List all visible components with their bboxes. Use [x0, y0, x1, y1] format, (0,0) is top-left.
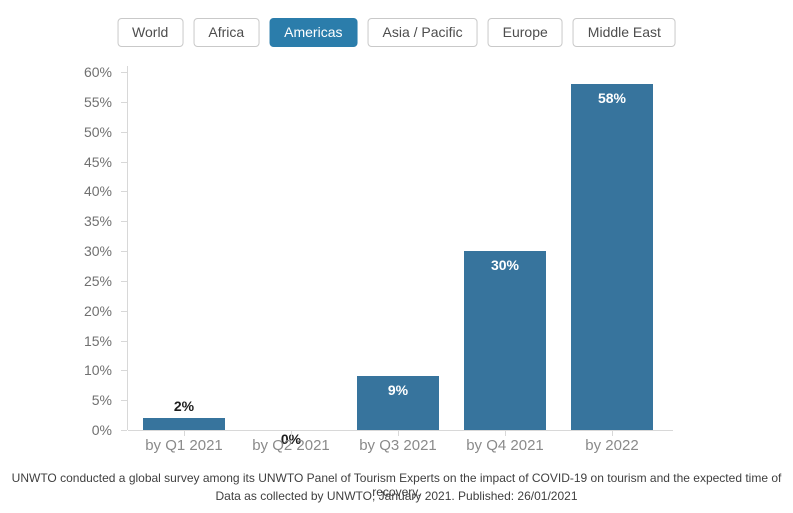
y-axis-tick-label: 5%: [91, 392, 112, 409]
x-axis-label: by Q3 2021: [359, 437, 437, 454]
y-axis-tick: [121, 280, 127, 282]
tab-americas[interactable]: Americas: [269, 18, 358, 47]
y-axis-tick: [121, 191, 127, 193]
y-axis-tick-label: 50%: [83, 123, 112, 140]
bar-value-label: 0%: [280, 431, 302, 447]
bar-value-label: 9%: [387, 382, 409, 398]
footer-description: UNWTO conducted a global survey among it…: [11, 471, 782, 499]
y-axis-tick: [121, 430, 127, 431]
x-axis-label: by Q2 2021: [252, 437, 330, 454]
x-axis-tick: [398, 431, 399, 436]
y-axis-tick: [121, 400, 127, 402]
y-axis-line: [127, 66, 128, 430]
region-tabs: World Africa Americas Asia / Pacific Europe M…: [117, 18, 676, 47]
y-axis-tick: [121, 340, 127, 342]
bar-by-q4-2021[interactable]: [464, 251, 546, 430]
bar-by-2022[interactable]: [571, 84, 653, 430]
y-axis-tick-label: 25%: [83, 272, 112, 289]
footer-source: Data as collected by UNWTO, January 2021…: [215, 489, 578, 503]
y-axis-tick: [121, 131, 127, 133]
x-axis-tick: [291, 431, 292, 436]
y-axis-tick: [121, 101, 127, 103]
y-axis-tick: [121, 161, 127, 163]
y-axis-tick-label: 35%: [83, 213, 112, 230]
tab-asia-pacific[interactable]: Asia / Pacific: [367, 18, 478, 47]
tab-europe[interactable]: Europe: [487, 18, 563, 47]
y-axis-tick: [121, 221, 127, 223]
bar-by-q1-2021[interactable]: [143, 418, 225, 430]
bar-value-label: 30%: [490, 257, 520, 273]
x-axis-label: by Q4 2021: [466, 437, 544, 454]
y-axis-tick-label: 0%: [91, 422, 112, 438]
y-axis-tick-label: 20%: [83, 302, 112, 319]
y-axis-tick-label: 55%: [83, 93, 112, 110]
tab-africa[interactable]: Africa: [193, 18, 260, 47]
y-axis-tick: [121, 72, 127, 73]
tab-middle-east[interactable]: Middle East: [572, 18, 676, 47]
bar-value-label: 2%: [173, 398, 195, 414]
y-axis-tick: [121, 370, 127, 372]
bar-value-label: 58%: [597, 90, 627, 106]
y-axis-tick-label: 15%: [83, 332, 112, 349]
x-axis-tick: [184, 431, 185, 436]
bar-by-q3-2021[interactable]: [357, 376, 439, 430]
y-axis-tick-label: 10%: [83, 362, 112, 379]
x-axis-label: by Q1 2021: [145, 437, 223, 454]
y-axis-tick-label: 30%: [83, 243, 112, 259]
y-axis-tick-label: 45%: [83, 153, 112, 170]
x-axis-tick: [612, 431, 613, 436]
x-axis-label: by 2022: [585, 437, 639, 454]
y-axis-tick-label: 40%: [83, 183, 112, 200]
x-axis-tick: [505, 431, 506, 436]
y-axis-tick: [121, 310, 127, 312]
tab-world[interactable]: World: [117, 18, 184, 47]
x-axis-line: [128, 430, 673, 431]
y-axis-tick: [121, 251, 127, 252]
y-axis-tick-label: 60%: [83, 64, 112, 80]
